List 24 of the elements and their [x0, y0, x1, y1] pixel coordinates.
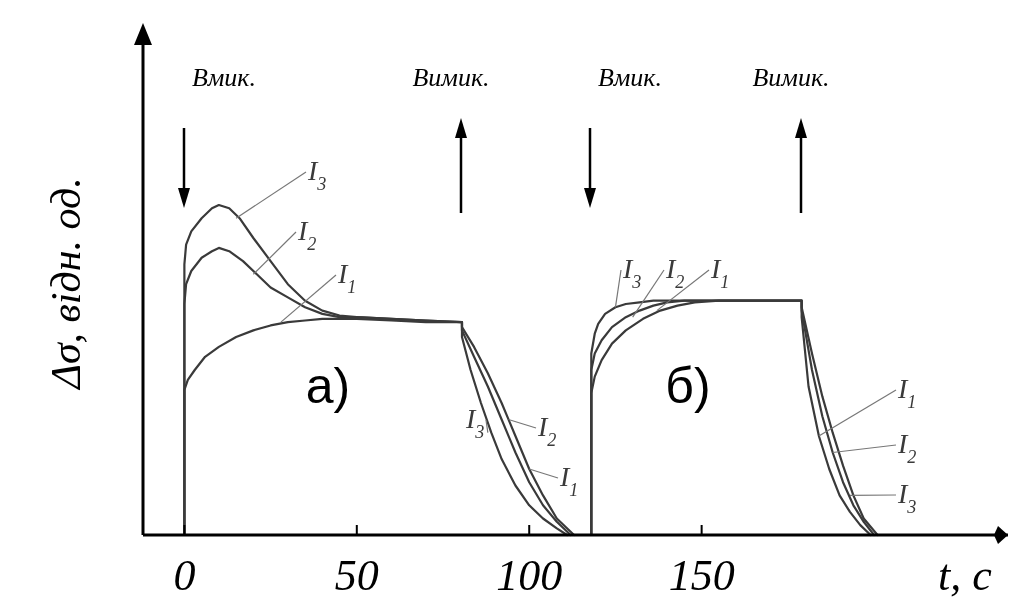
text: I$_{3}$	[898, 478, 917, 517]
text: Вмик.	[192, 63, 256, 92]
annotation: а)	[305, 358, 351, 414]
y-axis-title: Δσ, відн. од.	[43, 177, 89, 391]
text: Вимик.	[412, 63, 490, 92]
series-label: I$_{3}$	[465, 403, 485, 442]
annotation: б)	[665, 358, 711, 414]
x-tick-label: 150	[668, 551, 735, 600]
text: I$_{1}$	[898, 373, 917, 412]
text: Вимик.	[752, 63, 830, 92]
series-label: I$_{2}$	[537, 411, 557, 450]
text: I$_{2}$	[898, 428, 917, 467]
series-label: I$_{1}$	[710, 253, 730, 292]
series-label: I$_{3}$	[622, 253, 642, 292]
x-tick-label: 0	[173, 551, 196, 600]
text: I$_{2}$	[298, 215, 317, 254]
x-axis-title: t, c	[938, 551, 993, 600]
text: I$_{1}$	[338, 258, 357, 297]
x-tick-label: 100	[496, 551, 563, 600]
text: I$_{3}$	[308, 155, 327, 194]
x-tick-label: 50	[334, 551, 379, 600]
text: Вмик.	[598, 63, 662, 92]
series-label: I$_{1}$	[559, 461, 579, 500]
series-label: I$_{2}$	[665, 253, 685, 292]
